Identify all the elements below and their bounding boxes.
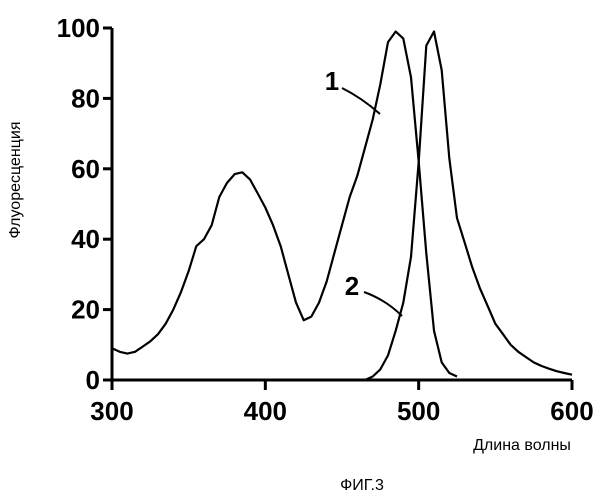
series-lines	[112, 32, 572, 381]
y-tick-label-60: 60	[71, 154, 100, 184]
y-tick-label-40: 40	[71, 224, 100, 254]
figure-caption: ФИГ.3	[340, 477, 384, 494]
x-tick-label-600: 600	[550, 396, 593, 426]
series-line-1	[112, 32, 457, 377]
curve-1-leader-line	[342, 88, 380, 114]
x-tick-label-300: 300	[90, 396, 133, 426]
curve-2-leader-line	[364, 292, 402, 316]
curve-1-label: 1	[325, 66, 339, 96]
axes	[112, 28, 572, 380]
x-axis-title: Длина волны	[473, 437, 571, 454]
y-tick-label-20: 20	[71, 295, 100, 325]
y-tick-label-100: 100	[57, 13, 100, 43]
x-tick-label-500: 500	[397, 396, 440, 426]
x-tick-label-400: 400	[244, 396, 287, 426]
series-line-2	[365, 32, 572, 381]
y-tick-label-80: 80	[71, 83, 100, 113]
y-tick-label-0: 0	[86, 365, 100, 395]
curve-2-label: 2	[345, 271, 359, 301]
y-axis-title: Флуоресценция	[7, 122, 24, 239]
